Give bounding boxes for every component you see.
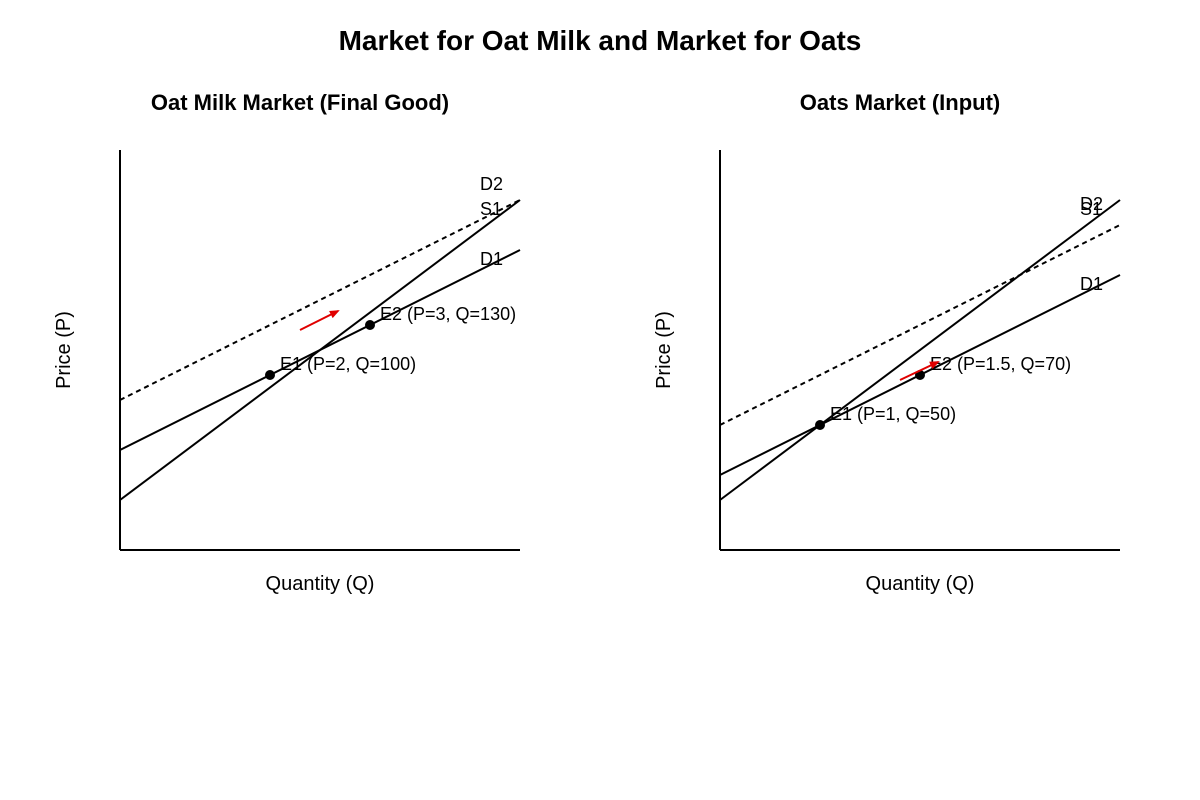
curve-label-s1: S1 [1080,199,1102,219]
curve-label-d1: D1 [1080,274,1103,294]
point-label-e2: E2 (P=1.5, Q=70) [930,354,1071,374]
point-label-e1: E1 (P=2, Q=100) [280,354,416,374]
panel-oat-milk: Oat Milk Market (Final Good) Quantity (Q… [53,90,521,595]
curve-label-d1: D1 [480,249,503,269]
curve-s1 [119,199,521,401]
shift-arrow [899,361,940,381]
equilibrium-point-e2 [365,320,375,330]
y-axis-label: Price (P) [653,311,675,389]
diagram-title: Market for Oat Milk and Market for Oats [339,25,862,56]
x-axis-label: Quantity (Q) [266,573,375,595]
panel-title: Oats Market (Input) [800,90,1000,115]
curve-label-d2: D2 [480,174,503,194]
shift-arrow [299,310,340,331]
curve-d2 [719,199,1121,501]
curve-label-s1: S1 [480,199,502,219]
panel-oats: Oats Market (Input) Quantity (Q) Price (… [653,90,1121,595]
curve-d1 [119,249,521,451]
curve-label-d2: D2 [1080,194,1103,214]
point-label-e2: E2 (P=3, Q=130) [380,304,516,324]
x-axis-label: Quantity (Q) [866,573,975,595]
equilibrium-point-e1 [815,420,825,430]
curve-s1 [719,224,1121,426]
panel-title: Oat Milk Market (Final Good) [151,90,449,115]
equilibrium-point-e1 [265,370,275,380]
y-axis-label: Price (P) [53,311,75,389]
point-label-e1: E1 (P=1, Q=50) [830,404,956,424]
